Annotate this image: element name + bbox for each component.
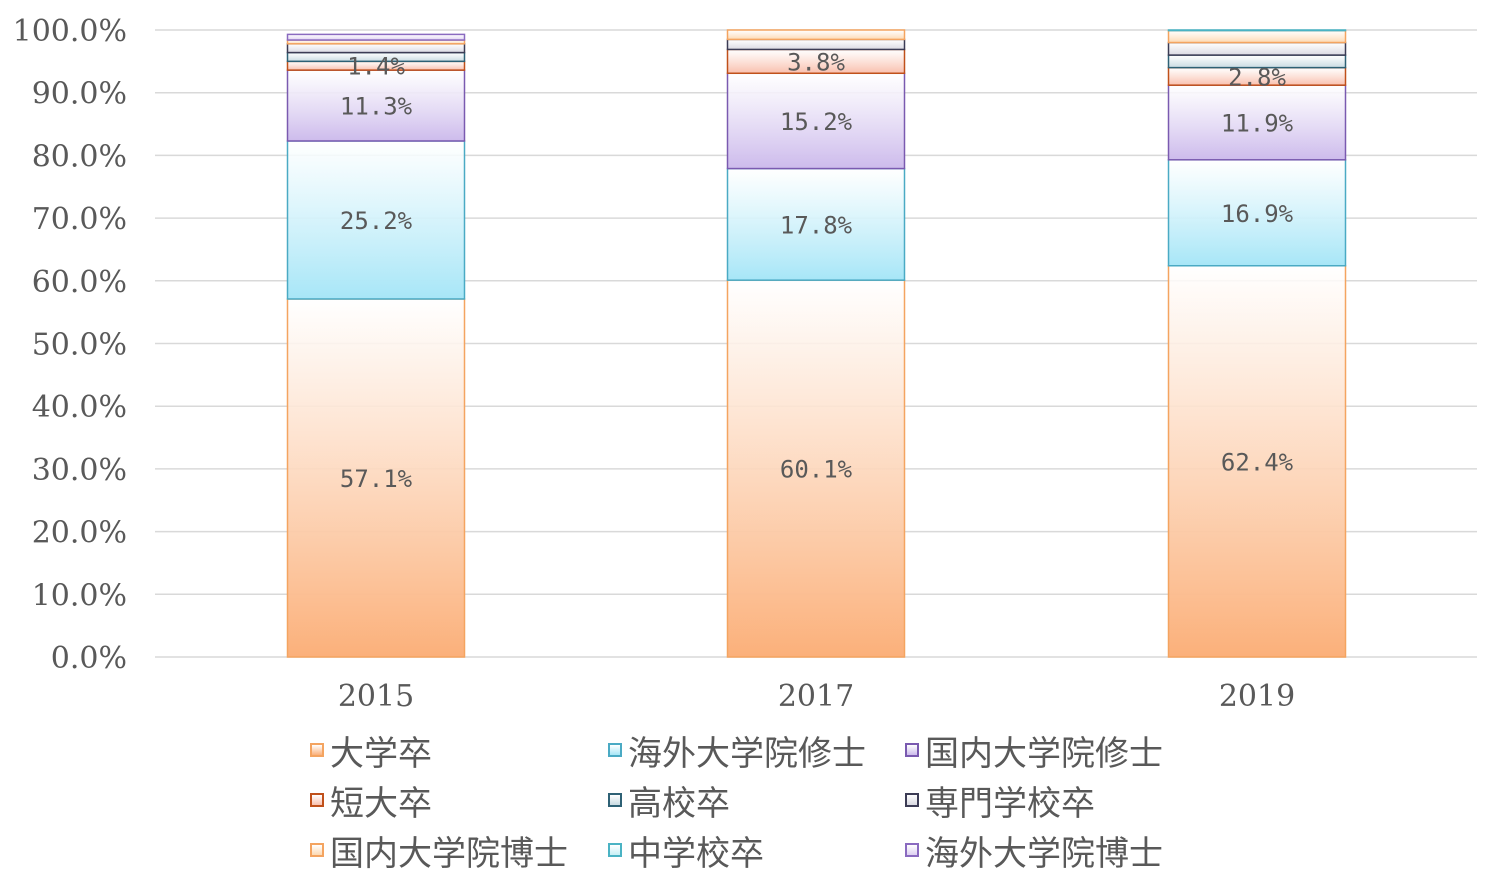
- data-label: 11.9%: [1221, 109, 1294, 137]
- y-tick-label: 10.0%: [32, 578, 127, 613]
- y-tick-label: 70.0%: [32, 202, 127, 237]
- bar-segment: [286, 69, 466, 142]
- data-label: 3.8%: [787, 48, 845, 76]
- legend-swatch: [310, 793, 324, 807]
- bar-segment: [1167, 29, 1347, 44]
- y-tick-label: 40.0%: [32, 390, 127, 425]
- legend-item: 中学校卒: [608, 828, 764, 874]
- legend-swatch: [310, 843, 324, 857]
- y-tick-label: 90.0%: [32, 77, 127, 112]
- bar-segment: [1167, 159, 1347, 267]
- data-label: 60.1%: [780, 456, 853, 484]
- legend-item: 短大卒: [310, 778, 432, 824]
- data-label: 57.1%: [340, 465, 413, 493]
- legend-swatch: [905, 843, 919, 857]
- legend-item: 専門学校卒: [905, 778, 1095, 824]
- y-tick-label: 60.0%: [32, 265, 127, 300]
- bar-segment: [1167, 41, 1347, 56]
- legend-swatch: [608, 743, 622, 757]
- legend-swatch: [310, 743, 324, 757]
- data-label: 11.3%: [340, 93, 413, 121]
- data-label: 62.4%: [1221, 448, 1294, 476]
- data-label: 17.8%: [780, 211, 853, 239]
- data-label: 16.9%: [1221, 200, 1294, 228]
- bar-segment: [726, 167, 906, 281]
- bar-segment: [1167, 265, 1347, 658]
- x-axis-tick-labels: 2015 2017 2019: [338, 679, 1295, 714]
- legend-label: 短大卒: [330, 783, 432, 824]
- legend-item: 国内大学院博士: [310, 828, 568, 874]
- legend-label: 海外大学院博士: [925, 833, 1163, 874]
- legend-label: 専門学校卒: [925, 783, 1095, 824]
- legend-label: 国内大学院修士: [925, 733, 1163, 774]
- bar-segment: [1167, 29, 1347, 32]
- legend-swatch: [608, 843, 622, 857]
- legend-label: 高校卒: [628, 783, 730, 824]
- bar-segment: [726, 72, 906, 170]
- bars: [286, 29, 1347, 658]
- legend-item: 海外大学院修士: [608, 728, 866, 774]
- y-tick-label: 100.0%: [13, 14, 127, 49]
- bar-segment: [286, 298, 466, 658]
- y-tick-label: 20.0%: [32, 516, 127, 551]
- data-label: 15.2%: [780, 108, 853, 136]
- legend-label: 海外大学院修士: [628, 733, 866, 774]
- bar-segment: [726, 29, 906, 41]
- data-labels: 57.1% 25.2% 11.3% 1.4% 60.1% 17.8% 15.2% 3.8% 62…: [340, 48, 1294, 493]
- x-tick-label: 2019: [1219, 679, 1295, 714]
- y-axis-tick-labels: 0.0% 10.0% 20.0% 30.0% 40.0% 50.0% 60.0% 70.0% 8…: [13, 14, 127, 676]
- y-tick-label: 50.0%: [32, 328, 127, 363]
- legend-label: 大学卒: [330, 733, 432, 774]
- bar-segment: [726, 279, 906, 658]
- legend-swatch: [608, 793, 622, 807]
- y-tick-label: 30.0%: [32, 453, 127, 488]
- bar-segment: [286, 140, 466, 300]
- bar-segment: [286, 33, 466, 41]
- y-tick-label: 80.0%: [32, 139, 127, 174]
- legend-swatch: [905, 743, 919, 757]
- legend-swatch: [905, 793, 919, 807]
- x-tick-label: 2015: [338, 679, 414, 714]
- legend-label: 中学校卒: [628, 833, 764, 874]
- bar-segment: [1167, 84, 1347, 161]
- legend-item: 高校卒: [608, 778, 730, 824]
- legend-item: 国内大学院修士: [905, 728, 1163, 774]
- legend-item: 海外大学院博士: [905, 828, 1163, 874]
- data-label: 1.4%: [347, 53, 405, 81]
- y-tick-label: 0.0%: [51, 641, 127, 676]
- legend-label: 国内大学院博士: [330, 833, 568, 874]
- data-label: 2.8%: [1228, 63, 1286, 91]
- bar-segment: [286, 43, 466, 54]
- x-tick-label: 2017: [778, 679, 854, 714]
- data-label: 25.2%: [340, 207, 413, 235]
- legend-item: 大学卒: [310, 728, 432, 774]
